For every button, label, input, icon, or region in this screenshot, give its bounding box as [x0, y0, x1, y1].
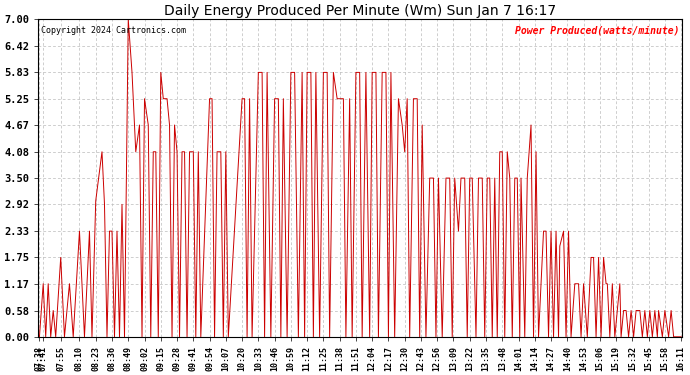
Text: Power Produced(watts/minute): Power Produced(watts/minute) — [515, 26, 679, 36]
Title: Daily Energy Produced Per Minute (Wm) Sun Jan 7 16:17: Daily Energy Produced Per Minute (Wm) Su… — [164, 4, 556, 18]
Text: Copyright 2024 Cartronics.com: Copyright 2024 Cartronics.com — [41, 26, 186, 34]
